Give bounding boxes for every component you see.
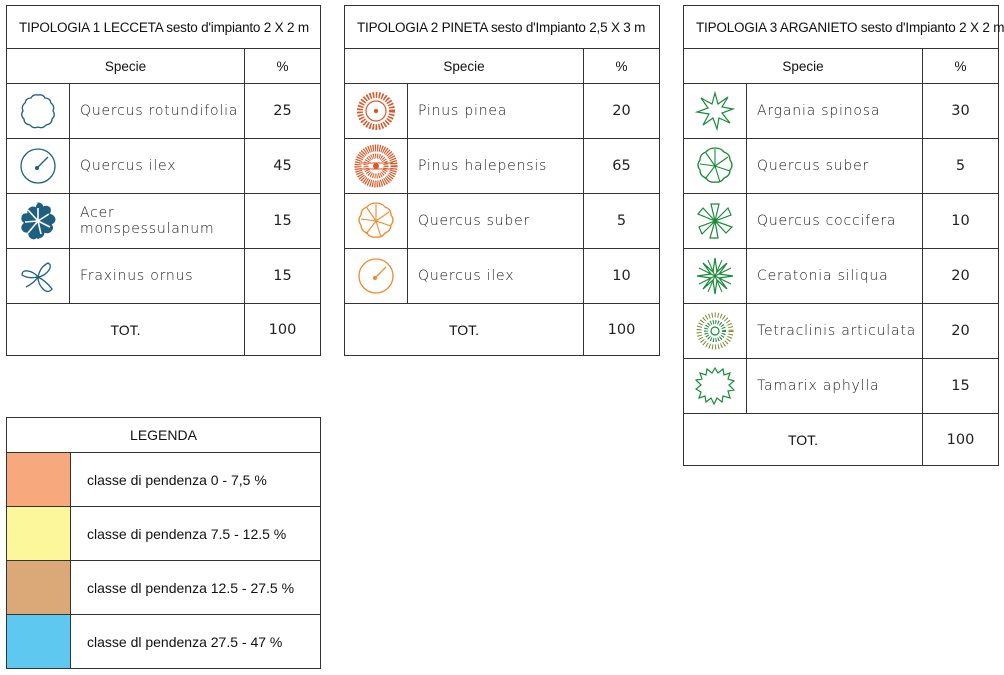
species-percent: 15 — [921, 358, 1000, 414]
total-row: TOT. 100 — [6, 303, 321, 356]
table-row: Pinus pinea 20 — [344, 83, 660, 139]
species-name: Tetraclinis articulata — [746, 303, 923, 359]
species-percent: 15 — [244, 248, 321, 304]
table-title: TIPOLOGIA 3 ARGANIETO sesto d'Impianto 2… — [682, 5, 1004, 49]
species-percent: 65 — [583, 138, 660, 194]
species-name: Tamarix aphylla — [746, 358, 923, 414]
table-row: Fraxinus ornus 15 — [6, 248, 321, 304]
legend-label: classe dl pendenza 27.5 - 47 % — [69, 614, 322, 669]
jagged-outline-icon — [694, 366, 736, 406]
species-name: Argania spinosa — [746, 83, 923, 139]
circle-radius-icon — [358, 258, 394, 294]
segmented-circle-icon — [697, 147, 733, 183]
table-row: Quercus rotundifolia 25 — [6, 83, 321, 139]
species-name: Quercus ilex — [407, 248, 584, 304]
species-name: Quercus ilex — [69, 138, 245, 194]
species-name: Quercus suber — [746, 138, 923, 194]
legend-item: classe di pendenza 7.5 - 12.5 % — [6, 506, 322, 561]
legend-title: LEGENDA — [5, 417, 322, 453]
table-title: TIPOLOGIA 2 PINETA sesto d'Impianto 2,5 … — [344, 5, 660, 49]
circle-radius-icon — [20, 148, 56, 184]
legend-label: classe dl pendenza 12.5 - 27.5 % — [69, 560, 322, 615]
species-percent: 20 — [583, 83, 660, 139]
table-row: Quercus suber 5 — [344, 193, 660, 249]
species-header: Specie — [344, 48, 584, 84]
species-header: Specie — [683, 48, 923, 84]
slope-swatch-7-5-12-5 — [6, 506, 71, 561]
table-tipologia-2: TIPOLOGIA 2 PINETA sesto d'Impianto 2,5 … — [344, 5, 660, 356]
table-title: TIPOLOGIA 1 LECCETA sesto d'impianto 2 X… — [6, 5, 321, 49]
dotted-burst-icon — [696, 312, 734, 350]
total-value: 100 — [921, 413, 1000, 466]
species-name: Quercus rotundifolia — [69, 83, 245, 139]
species-percent: 20 — [921, 248, 1000, 304]
slope-swatch-12-5-27-5 — [6, 560, 71, 615]
spiky-star-icon — [694, 90, 736, 132]
table-tipologia-1: TIPOLOGIA 1 LECCETA sesto d'impianto 2 X… — [6, 5, 321, 356]
table-tipologia-3: TIPOLOGIA 3 ARGANIETO sesto d'Impianto 2… — [682, 5, 1004, 466]
table-row: Quercus ilex 10 — [344, 248, 660, 304]
total-label: TOT. — [344, 303, 584, 356]
table-row: Pinus halepensis 65 — [344, 138, 660, 194]
table-row: Argania spinosa 30 — [683, 83, 1000, 139]
species-header: Specie — [6, 48, 245, 84]
legend-item: classe di pendenza 0 - 7,5 % — [6, 452, 322, 507]
species-name: Pinus halepensis — [407, 138, 584, 194]
table-row: Quercus suber 5 — [683, 138, 1000, 194]
percent-header: % — [583, 48, 660, 84]
total-value: 100 — [244, 303, 321, 356]
species-name: Quercus suber — [407, 193, 584, 249]
total-label: TOT. — [6, 303, 245, 356]
species-percent: 5 — [583, 193, 660, 249]
species-name: Quercus coccifera — [746, 193, 923, 249]
table-row: Quercus ilex 45 — [6, 138, 321, 194]
legend-item: classe dl pendenza 27.5 - 47 % — [6, 614, 322, 669]
lobed-leaf-icon — [21, 202, 56, 240]
species-percent: 25 — [244, 83, 321, 139]
table-row: Ceratonia siliqua 20 — [683, 248, 1000, 304]
starburst-icon — [696, 257, 734, 295]
table-row: Tamarix aphylla 15 — [683, 358, 1000, 414]
slope-swatch-0-7-5 — [6, 452, 71, 507]
species-percent: 5 — [921, 138, 1000, 194]
segmented-circle-icon — [358, 202, 394, 238]
radial-pine-icon — [357, 92, 395, 130]
dense-pine-icon — [354, 144, 398, 188]
species-name: Fraxinus ornus — [69, 248, 245, 304]
species-percent: 15 — [244, 193, 321, 249]
species-name: Pinus pinea — [407, 83, 584, 139]
table-row: Quercus coccifera 10 — [683, 193, 1000, 249]
table-row: Tetraclinis articulata 20 — [683, 303, 1000, 359]
legend-item: classe dl pendenza 12.5 - 27.5 % — [6, 560, 322, 615]
species-percent: 20 — [921, 303, 1000, 359]
legend: LEGENDA classe di pendenza 0 - 7,5 % cla… — [5, 417, 322, 669]
legend-label: classe di pendenza 0 - 7,5 % — [69, 452, 322, 507]
total-label: TOT. — [683, 413, 923, 466]
species-percent: 45 — [244, 138, 321, 194]
table-row: Acer monspessulanum 15 — [6, 193, 321, 249]
species-percent: 30 — [921, 83, 1000, 139]
slope-swatch-27-5-47 — [6, 614, 71, 669]
cloud-outline-icon — [21, 94, 55, 129]
species-percent: 10 — [921, 193, 1000, 249]
total-row: TOT. 100 — [344, 303, 660, 356]
species-name: Ceratonia siliqua — [746, 248, 923, 304]
percent-header: % — [921, 48, 1000, 84]
three-leaf-icon — [21, 262, 53, 293]
legend-label: classe di pendenza 7.5 - 12.5 % — [69, 506, 322, 561]
species-percent: 10 — [583, 248, 660, 304]
total-row: TOT. 100 — [683, 413, 1000, 466]
species-name: Acer monspessulanum — [69, 193, 245, 249]
percent-header: % — [244, 48, 321, 84]
petal-star-icon — [697, 203, 734, 239]
total-value: 100 — [583, 303, 660, 356]
